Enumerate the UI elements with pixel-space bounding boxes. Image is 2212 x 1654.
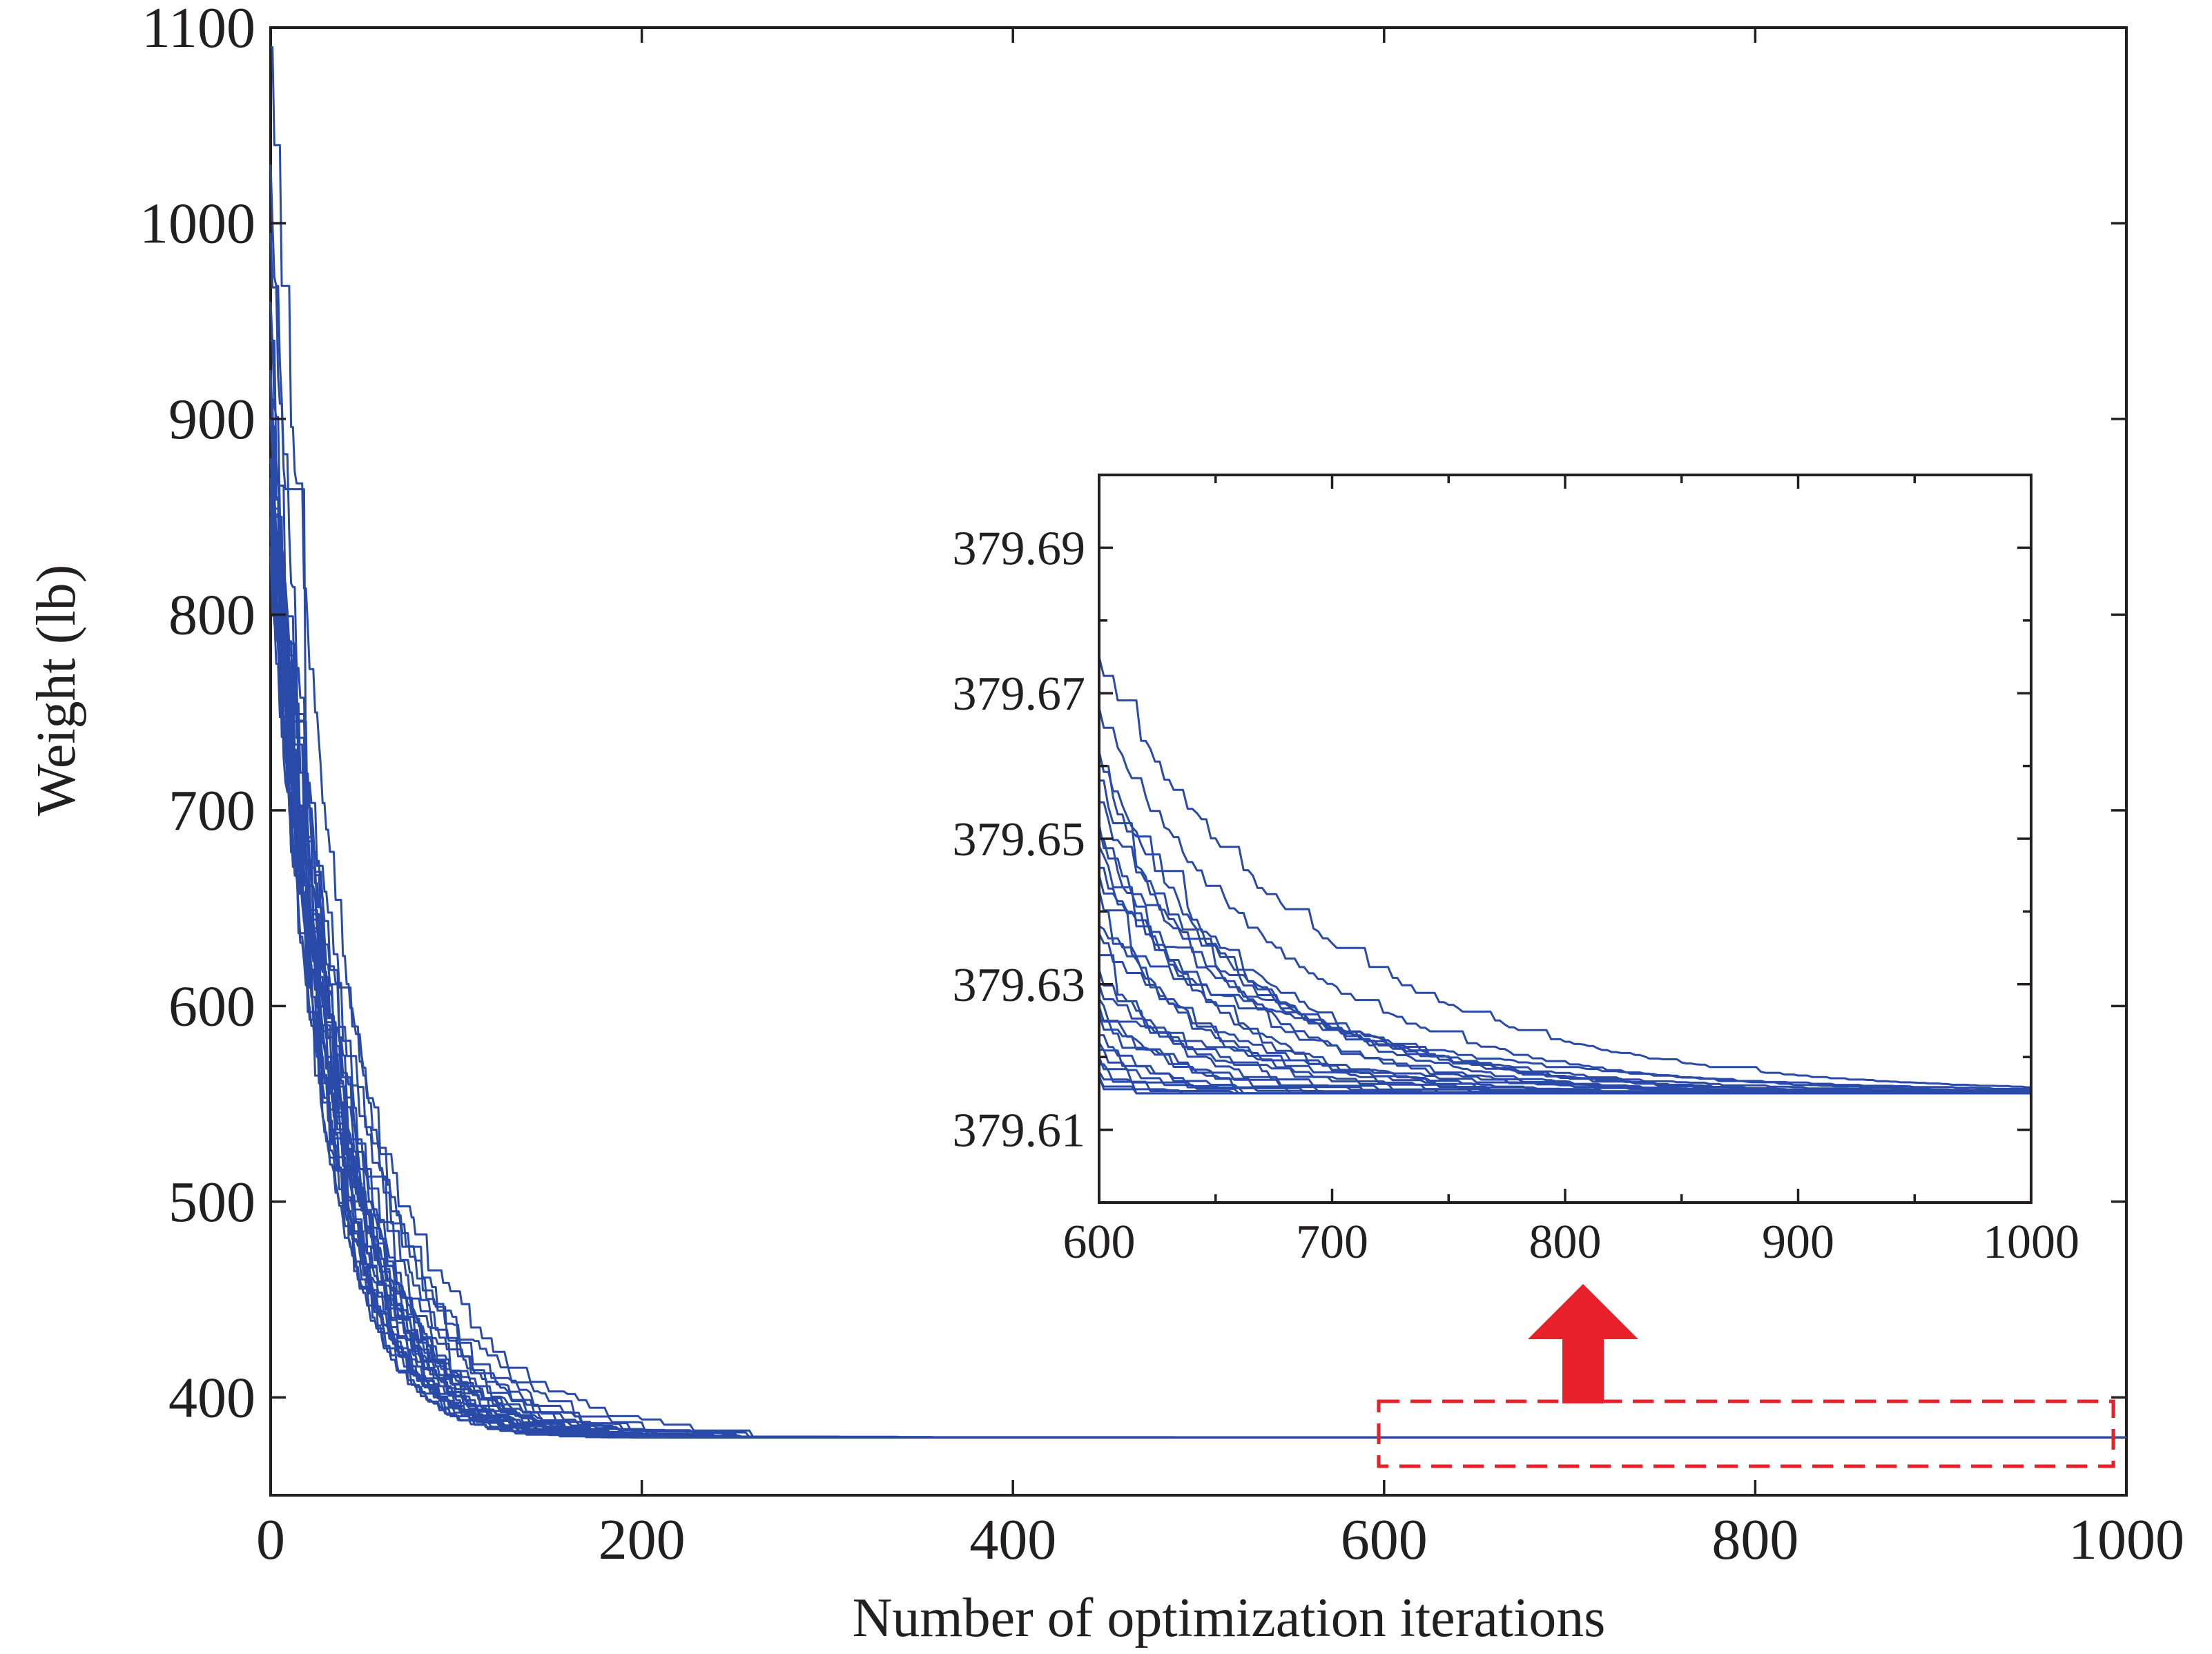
inset-series-line-30 [1098,1005,2031,1093]
main-y-tick-label: 800 [168,583,255,647]
main-y-tick-labels: 400 500 600 700 800 900 1000 1100 [139,0,255,1430]
inset-x-tick-label: 700 [1296,1216,1368,1269]
inset-series-group [1098,656,2032,1095]
main-y-tick-label: 1100 [142,0,255,60]
inset-series-line-26 [1098,925,2031,1090]
inset-chart: 379.61 379.63 379.65 379.67 379.69 600 700 800… [953,474,2080,1269]
main-y-tick-label: 700 [168,779,255,843]
main-tick-group [269,26,2128,1495]
main-x-tick-label: 0 [256,1508,285,1572]
main-x-tick-label: 800 [1711,1508,1798,1572]
inset-y-tick-label: 379.69 [953,522,1086,575]
inset-y-tick-label: 379.67 [953,668,1086,721]
main-y-tick-label: 900 [168,387,255,451]
y-axis-label: Weight (lb) [26,565,87,817]
inset-y-tick-label: 379.63 [953,959,1086,1012]
inset-x-tick-label: 600 [1063,1216,1136,1269]
inset-x-tick-label: 1000 [1983,1216,2079,1269]
main-plot-frame [269,26,2128,1497]
main-series-group [269,46,2126,1439]
main-x-tick-label: 600 [1341,1508,1428,1572]
inset-y-tick-label: 379.65 [953,813,1086,866]
inset-x-tick-labels: 600 700 800 900 1000 [1063,1216,2080,1269]
x-axis-label: Number of optimization iterations [853,1588,1606,1648]
main-x-tick-label: 200 [599,1508,686,1572]
inset-x-tick-label: 900 [1762,1216,1834,1269]
main-x-tick-labels: 0 200 400 600 800 1000 [256,1508,2184,1572]
zoom-region-box [1377,1399,2115,1468]
inset-y-tick-label: 379.61 [953,1105,1086,1158]
main-y-tick-label: 500 [168,1170,255,1234]
inset-series-line-2 [1098,707,2031,1092]
main-y-tick-label: 1000 [139,191,255,255]
zoom-arrow-icon [1528,1284,1638,1403]
inset-y-tick-labels: 379.61 379.63 379.65 379.67 379.69 [953,522,1086,1157]
main-x-tick-label: 400 [969,1508,1056,1572]
inset-tick-group [1098,474,2032,1203]
main-series-line-30 [269,556,2126,1439]
inset-x-tick-label: 800 [1529,1216,1602,1269]
main-chart: 400 500 600 700 800 900 1000 1100 0 200 400 600 800… [139,0,2184,1572]
inset-series-line-25 [1098,1077,2031,1095]
main-y-tick-label: 400 [168,1365,255,1430]
main-x-tick-label: 1000 [2068,1508,2184,1572]
main-y-tick-label: 600 [168,974,255,1038]
inset-series-line-1 [1098,656,2031,1089]
